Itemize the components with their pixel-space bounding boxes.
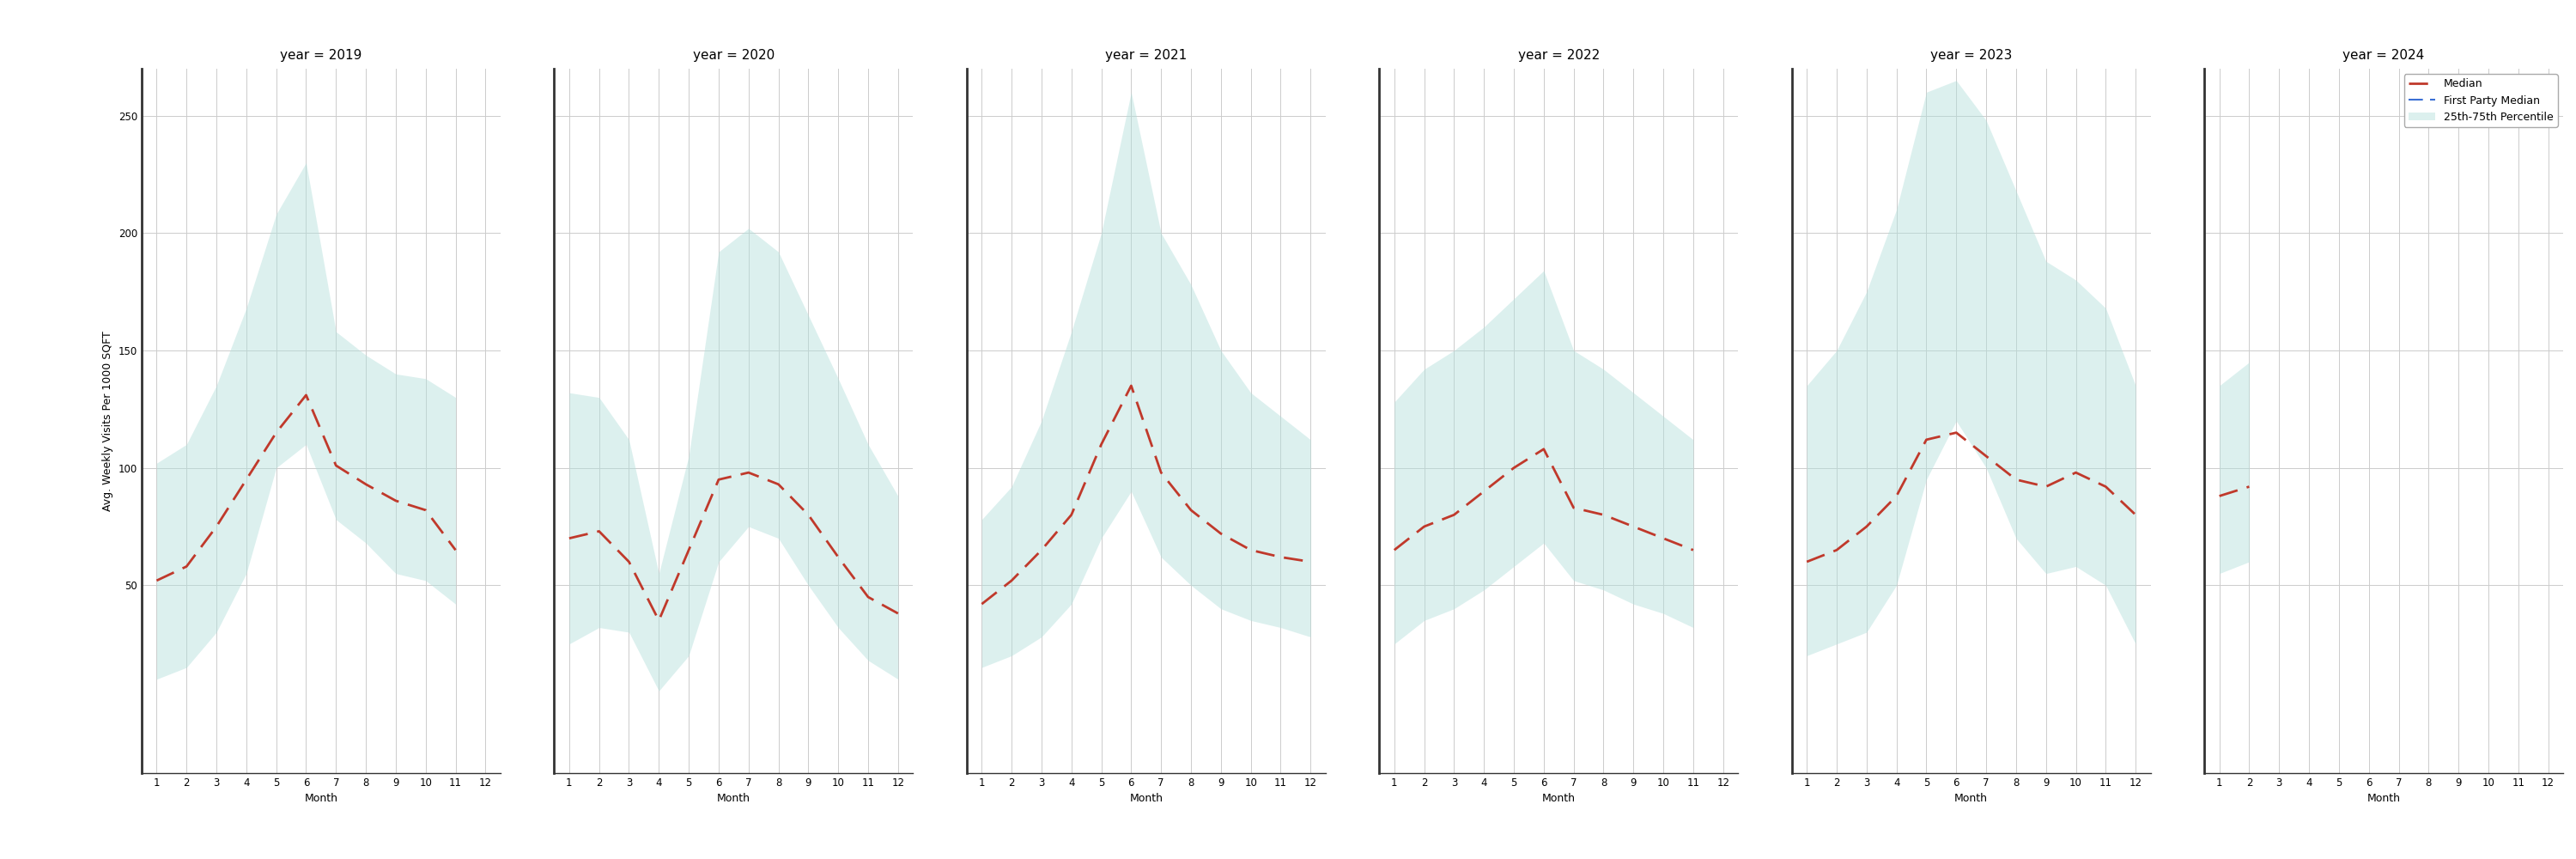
Legend: Median, First Party Median, 25th-75th Percentile: Median, First Party Median, 25th-75th Pe… (2403, 74, 2558, 127)
X-axis label: Month: Month (1543, 793, 1577, 804)
Title: year = 2020: year = 2020 (693, 49, 775, 62)
Y-axis label: Avg. Weekly Visits Per 1000 SQFT: Avg. Weekly Visits Per 1000 SQFT (103, 331, 113, 511)
X-axis label: Month: Month (1955, 793, 1989, 804)
Title: year = 2022: year = 2022 (1517, 49, 1600, 62)
X-axis label: Month: Month (304, 793, 337, 804)
Title: year = 2024: year = 2024 (2342, 49, 2424, 62)
X-axis label: Month: Month (716, 793, 750, 804)
Title: year = 2023: year = 2023 (1929, 49, 2012, 62)
Title: year = 2021: year = 2021 (1105, 49, 1188, 62)
X-axis label: Month: Month (2367, 793, 2401, 804)
Title: year = 2019: year = 2019 (281, 49, 363, 62)
X-axis label: Month: Month (1128, 793, 1162, 804)
